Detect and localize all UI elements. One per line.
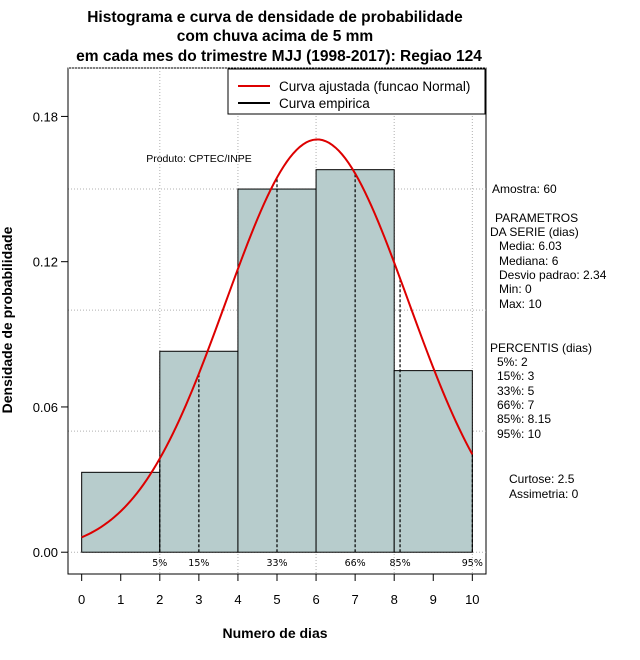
- x-tick-label-8: 8: [391, 592, 398, 607]
- percentile-label-4: 85%: [389, 558, 410, 569]
- y-tick-label-3: 0.18: [33, 109, 58, 124]
- x-tick-label-3: 3: [195, 592, 202, 607]
- percentile-label-2: 33%: [266, 558, 287, 569]
- y-tick-label-0: 0.00: [33, 545, 58, 560]
- y-tick-label-2: 0.12: [33, 255, 58, 270]
- title-line-3: em cada mes do trimestre MJJ (1998-2017)…: [76, 48, 482, 65]
- params-title-1: PARAMETROS: [495, 211, 578, 225]
- legend-label-empirical: Curva empirica: [279, 96, 370, 111]
- x-tick-label-4: 4: [234, 592, 241, 607]
- side-panel: Amostra: 60 PARAMETROS DA SERIE (dias) M…: [490, 182, 607, 501]
- sample-size: Amostra: 60: [492, 182, 557, 196]
- x-tick-label-1: 1: [117, 592, 124, 607]
- x-tick-label-9: 9: [430, 592, 437, 607]
- x-axis: 0 1 2 3 4 5 6 7 8 9 10: [78, 573, 480, 607]
- legend-box: [227, 68, 486, 115]
- x-axis-label: Numero de dias: [222, 625, 327, 641]
- x-tick-label-10: 10: [465, 592, 479, 607]
- param-median: Mediana: 6: [499, 254, 559, 268]
- x-tick-label-0: 0: [78, 592, 85, 607]
- percentiles-title: PERCENTIS (dias): [490, 341, 592, 355]
- legend-label-normal: Curva ajustada (funcao Normal): [279, 79, 470, 94]
- normal-curve-layer: [81, 138, 474, 539]
- percentile-label-1: 15%: [188, 558, 209, 569]
- percentile-5: 5%: 2: [497, 355, 528, 369]
- x-tick-label-2: 2: [156, 592, 163, 607]
- params-title-2: DA SERIE (dias): [490, 225, 579, 239]
- normal-curve: [81, 138, 474, 539]
- histogram-bar-4: [393, 370, 473, 553]
- percentile-33: 33%: 5: [497, 384, 535, 398]
- skewness: Assimetria: 0: [509, 487, 579, 501]
- credit-text: Produto: CPTEC/INPE: [146, 153, 252, 165]
- param-mean: Media: 6.03: [499, 239, 562, 253]
- x-tick-label-6: 6: [312, 592, 319, 607]
- percentile-label-0: 5%: [152, 558, 167, 569]
- x-tick-label-5: 5: [273, 592, 280, 607]
- percentile-labels: 5% 15% 33% 66% 85% 95%: [152, 558, 483, 569]
- percentile-label-5: 95%: [462, 558, 483, 569]
- y-axis-label: Densidade de probabilidade: [0, 226, 15, 413]
- title-line-1: Histograma e curva de densidade de proba…: [87, 9, 463, 26]
- y-tick-label-1: 0.06: [33, 400, 58, 415]
- percentile-15: 15%: 3: [497, 369, 535, 383]
- param-sd: Desvio padrao: 2.34: [499, 268, 607, 282]
- param-max: Max: 10: [499, 297, 542, 311]
- y-axis: 0.00 0.06 0.12 0.18: [33, 109, 69, 560]
- param-min: Min: 0: [499, 282, 532, 296]
- percentile-66: 66%: 7: [497, 398, 535, 412]
- kurtosis: Curtose: 2.5: [509, 472, 575, 486]
- percentile-label-3: 66%: [345, 558, 366, 569]
- percentile-85: 85%: 8.15: [497, 412, 551, 426]
- x-tick-label-7: 7: [352, 592, 359, 607]
- percentile-lines: [159, 173, 473, 553]
- legend: Curva ajustada (funcao Normal) Curva emp…: [227, 68, 486, 115]
- percentile-95: 95%: 10: [497, 427, 541, 441]
- chart-title: Histograma e curva de densidade de proba…: [76, 9, 482, 65]
- title-line-2: com chuva acima de 5 mm: [177, 28, 373, 45]
